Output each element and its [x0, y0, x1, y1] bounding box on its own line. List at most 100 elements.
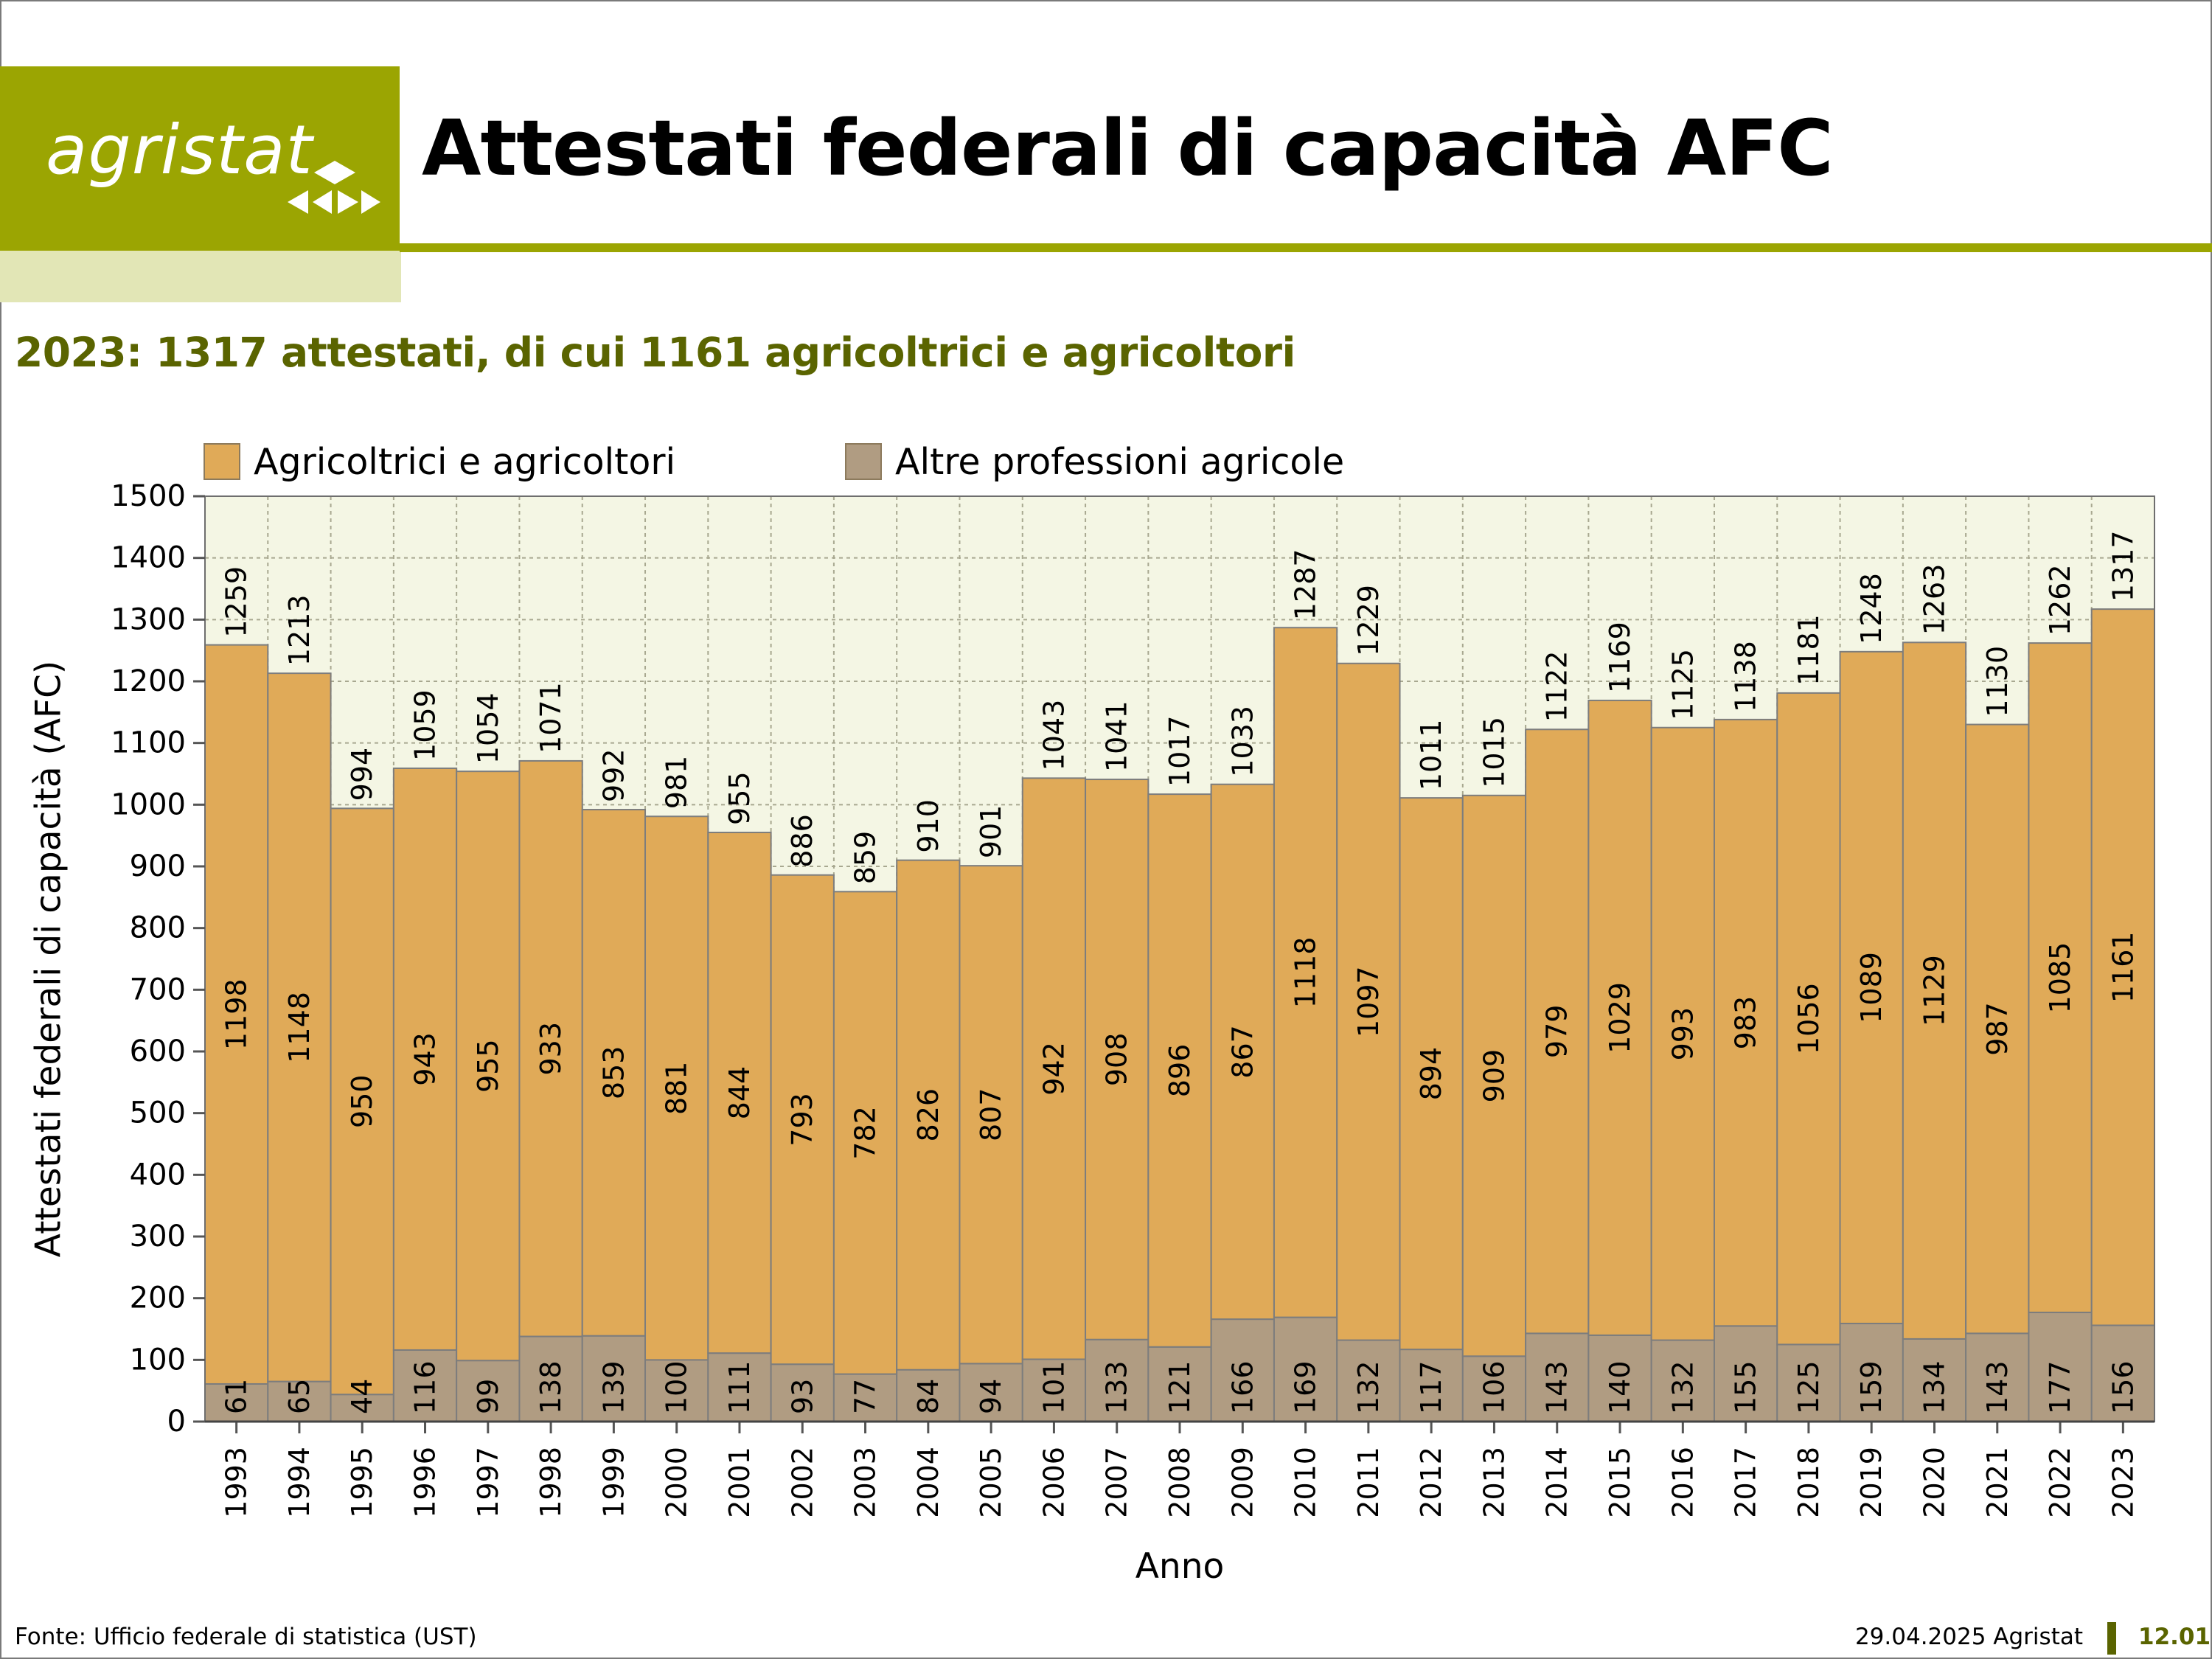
- data-label-total: 1017: [1164, 715, 1196, 787]
- data-label-farmers: 793: [786, 1093, 818, 1147]
- data-label-farmers: 983: [1730, 996, 1762, 1050]
- logo-diamond-icon: [288, 161, 380, 214]
- stacked-bar-chart: 61 1198 1259 1993 65 1148 1213 1994 44 950 994 1995…: [29, 479, 2156, 1587]
- bar-other-2014: [1525, 1332, 1590, 1423]
- data-label-other: 177: [2044, 1360, 2076, 1414]
- y-tick-label: 500: [130, 1096, 186, 1130]
- x-tick-label: 1998: [535, 1447, 567, 1518]
- x-tick-label: 2017: [1730, 1447, 1762, 1518]
- data-label-total: 1229: [1352, 585, 1385, 656]
- bar-farmers-2005: [959, 865, 1023, 1365]
- chart-subtitle: 2023: 1317 attestati, di cui 1161 agrico…: [15, 329, 1295, 376]
- data-label-other: 132: [1352, 1360, 1385, 1414]
- bar-farmers-2004: [896, 859, 961, 1371]
- y-tick-label: 200: [130, 1281, 186, 1315]
- y-tick-label: 900: [130, 849, 186, 883]
- x-tick-label: 2022: [2044, 1447, 2076, 1518]
- logo-text: agristat: [46, 111, 313, 189]
- x-tick-label: 2020: [1918, 1447, 1950, 1518]
- data-label-total: 901: [975, 805, 1007, 859]
- bar-farmers-1999: [581, 809, 647, 1337]
- data-label-total: 1181: [1792, 614, 1825, 686]
- bar-other-2019: [1839, 1322, 1904, 1422]
- data-label-total: 1043: [1037, 700, 1070, 771]
- data-label-other: 155: [1730, 1360, 1762, 1414]
- data-label-farmers: 867: [1226, 1025, 1259, 1079]
- y-axis-title: Attestati federali di capacità (AFC): [29, 661, 69, 1258]
- data-label-farmers: 881: [661, 1062, 693, 1116]
- data-label-other: 44: [346, 1379, 378, 1414]
- data-label-farmers: 1148: [283, 992, 316, 1063]
- data-label-other: 100: [661, 1360, 693, 1414]
- data-label-total: 994: [346, 748, 378, 801]
- bar-farmers-2017: [1713, 718, 1778, 1327]
- x-tick-label: 1994: [283, 1447, 316, 1518]
- x-tick-label: 2015: [1604, 1447, 1636, 1518]
- x-tick-label: 2018: [1792, 1447, 1825, 1518]
- data-label-other: 169: [1290, 1360, 1322, 1414]
- data-label-farmers: 1129: [1918, 955, 1950, 1026]
- page-title: Attestati federali di capacità AFC: [422, 103, 1834, 193]
- x-tick-label: 2010: [1290, 1447, 1322, 1518]
- x-tick-label: 2001: [723, 1447, 756, 1518]
- bar-farmers-2003: [832, 891, 898, 1375]
- data-label-farmers: 782: [849, 1106, 882, 1160]
- x-tick-label: 2014: [1541, 1447, 1573, 1518]
- data-label-total: 1248: [1855, 573, 1888, 644]
- bar-farmers-2018: [1776, 692, 1841, 1346]
- bar-farmers-2011: [1336, 662, 1401, 1341]
- data-label-other: 140: [1604, 1360, 1636, 1414]
- data-label-other: 132: [1666, 1360, 1699, 1414]
- data-label-other: 134: [1918, 1360, 1950, 1414]
- bar-farmers-1996: [392, 767, 458, 1351]
- y-tick-label: 1500: [111, 479, 186, 513]
- data-label-other: 159: [1855, 1360, 1888, 1414]
- data-label-farmers: 1118: [1290, 937, 1322, 1009]
- bar-other-2022: [2028, 1311, 2093, 1423]
- legend-label-other: Altre professioni agricole: [895, 440, 1345, 483]
- bar-farmers-2002: [770, 874, 835, 1366]
- bar-farmers-2022: [2028, 642, 2093, 1313]
- data-label-farmers: 894: [1415, 1047, 1447, 1101]
- data-label-other: 116: [409, 1360, 442, 1414]
- data-label-total: 1041: [1101, 700, 1133, 772]
- data-label-other: 125: [1792, 1360, 1825, 1414]
- data-label-other: 77: [849, 1379, 882, 1414]
- bar-other-2001: [707, 1352, 772, 1423]
- bar-farmers-2010: [1273, 627, 1338, 1318]
- data-label-farmers: 942: [1037, 1042, 1070, 1096]
- data-label-farmers: 908: [1101, 1033, 1133, 1087]
- x-tick-label: 2019: [1855, 1447, 1888, 1518]
- y-tick-label: 1000: [111, 787, 186, 821]
- data-label-total: 1122: [1541, 651, 1573, 723]
- agristat-logo: [0, 66, 400, 251]
- data-label-other: 65: [283, 1379, 316, 1414]
- data-label-other: 99: [472, 1379, 504, 1414]
- data-label-other: 139: [597, 1360, 630, 1414]
- data-label-other: 61: [220, 1379, 253, 1414]
- data-label-farmers: 979: [1541, 1005, 1573, 1059]
- x-tick-label: 2011: [1352, 1447, 1385, 1518]
- data-label-total: 1015: [1478, 717, 1510, 788]
- x-tick-label: 2002: [786, 1447, 818, 1518]
- legend-label-farmers: Agricoltrici e agricoltori: [254, 440, 676, 483]
- data-label-total: 1287: [1290, 549, 1322, 620]
- y-tick-label: 1200: [111, 664, 186, 698]
- data-label-farmers: 1198: [220, 978, 253, 1050]
- data-label-other: 101: [1037, 1360, 1070, 1414]
- bar-farmers-2020: [1902, 641, 1967, 1340]
- data-label-total: 955: [723, 771, 756, 825]
- data-label-total: 1262: [2044, 564, 2076, 636]
- x-tick-label: 2009: [1226, 1447, 1259, 1518]
- bar-other-2007: [1085, 1338, 1150, 1423]
- data-label-total: 981: [661, 756, 693, 810]
- x-tick-label: 2007: [1101, 1447, 1133, 1518]
- x-tick-label: 2006: [1037, 1447, 1070, 1518]
- x-tick-label: 1999: [597, 1447, 630, 1518]
- y-tick-label: 800: [130, 911, 186, 945]
- data-label-other: 143: [1981, 1360, 2014, 1414]
- data-label-farmers: 1089: [1855, 952, 1888, 1023]
- bar-other-1999: [581, 1335, 647, 1423]
- y-tick-label: 1300: [111, 602, 186, 636]
